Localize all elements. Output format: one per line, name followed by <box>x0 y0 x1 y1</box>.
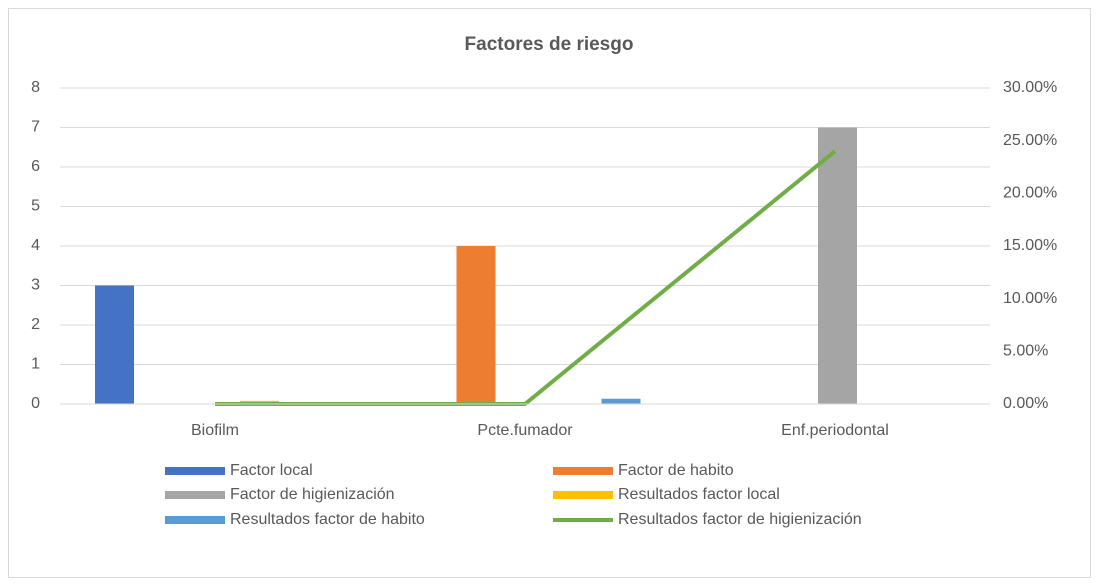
y-tick-label: 5 <box>31 198 40 215</box>
x-tick-label: Enf.periodontal <box>781 422 889 439</box>
y-tick-label: 6 <box>31 158 40 175</box>
legend-swatch <box>165 491 225 499</box>
y-tick-label: 3 <box>31 277 40 294</box>
legend-label: Factor de habito <box>618 462 734 479</box>
legend-label: Resultados factor de higienización <box>618 511 862 528</box>
y-tick-label: 8 <box>31 79 40 96</box>
y2-tick-label: 15.00% <box>1003 237 1057 254</box>
x-tick-label: Biofilm <box>191 422 239 439</box>
y-tick-label: 2 <box>31 316 40 333</box>
chart-border <box>8 8 1091 578</box>
bar <box>456 246 496 404</box>
bar <box>818 127 857 404</box>
y2-tick-label: 25.00% <box>1003 132 1057 149</box>
bar <box>601 398 641 404</box>
y2-tick-label: 10.00% <box>1003 290 1057 307</box>
chart-title: Factores de riesgo <box>465 34 634 55</box>
y-tick-label: 7 <box>31 119 40 136</box>
y2-tick-label: 30.00% <box>1003 79 1057 96</box>
y-tick-label: 0 <box>31 395 40 412</box>
bar <box>95 285 134 404</box>
y-tick-label: 1 <box>31 356 40 373</box>
legend-label: Resultados factor de habito <box>230 511 425 528</box>
y2-tick-label: 5.00% <box>1003 343 1048 360</box>
legend-swatch <box>553 467 613 475</box>
legend-label: Factor de higienización <box>230 486 395 503</box>
legend-label: Resultados factor local <box>618 486 780 503</box>
y2-tick-label: 20.00% <box>1003 185 1057 202</box>
legend-label: Factor local <box>230 462 313 479</box>
y-tick-label: 4 <box>31 237 40 254</box>
legend-swatch <box>553 491 613 499</box>
legend-swatch <box>165 467 225 475</box>
legend-swatch <box>165 516 225 524</box>
x-tick-label: Pcte.fumador <box>477 422 573 439</box>
y2-tick-label: 0.00% <box>1003 395 1048 412</box>
